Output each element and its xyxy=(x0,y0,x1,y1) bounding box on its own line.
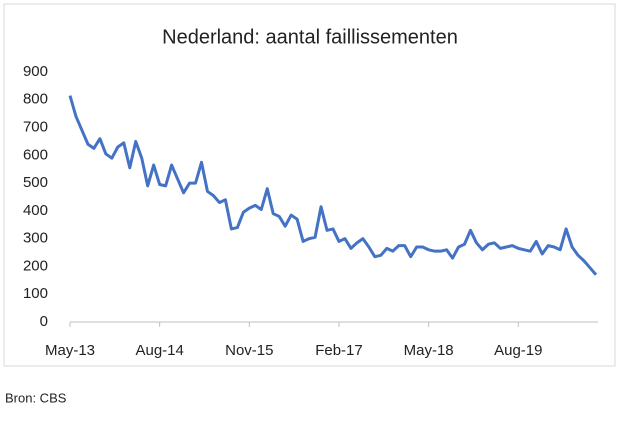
data-line xyxy=(68,95,598,276)
y-tick-label: 400 xyxy=(23,202,48,219)
y-tick-label: 600 xyxy=(23,146,48,163)
x-tick-label: Aug-19 xyxy=(494,342,542,359)
x-tick-label: May-18 xyxy=(404,342,454,359)
x-tick-label: Feb-17 xyxy=(315,342,363,359)
x-tick-label: Aug-14 xyxy=(135,342,183,359)
source-note: Bron: CBS xyxy=(5,390,67,405)
y-tick-label: 700 xyxy=(23,119,48,136)
y-tick-label: 300 xyxy=(23,230,48,247)
y-tick-label: 800 xyxy=(23,91,48,108)
x-tick-label: Nov-15 xyxy=(225,342,273,359)
chart-frame xyxy=(3,3,616,367)
y-tick-label: 200 xyxy=(23,257,48,274)
chart-title: Nederland: aantal faillissementen xyxy=(162,26,458,48)
y-tick-label: 500 xyxy=(23,174,48,191)
y-tick-label: 100 xyxy=(23,285,48,302)
y-tick-label: 0 xyxy=(40,313,48,330)
y-tick-label: 900 xyxy=(23,63,48,80)
x-tick-label: May-13 xyxy=(45,342,95,359)
